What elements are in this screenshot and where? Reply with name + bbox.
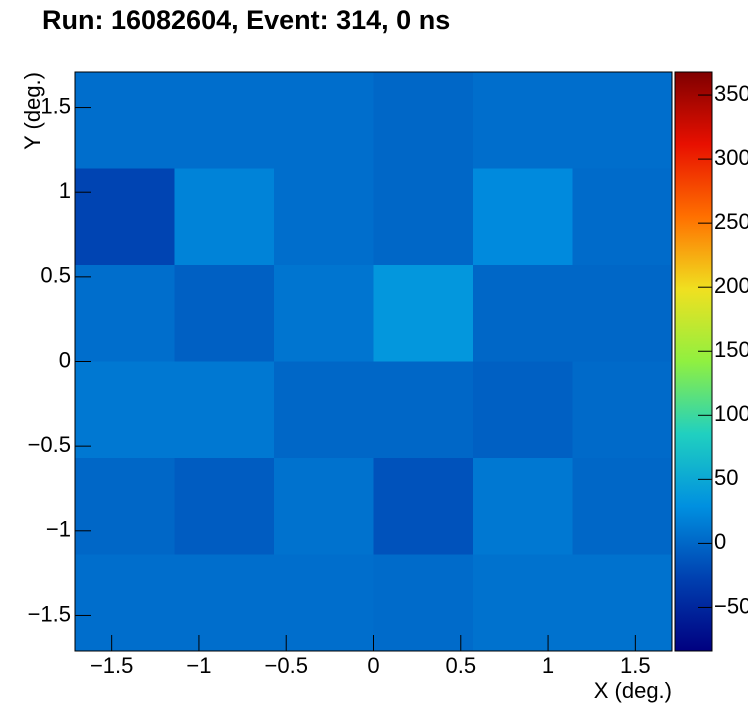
chart-title: Run: 16082604, Event: 314, 0 ns (42, 5, 450, 35)
x-tick-label: −0.5 (265, 653, 308, 678)
z-tick-label: 200 (714, 273, 748, 298)
heatmap-cell (75, 361, 175, 458)
y-tick-label: −1 (46, 517, 71, 542)
heatmap-cell (572, 265, 672, 362)
heatmap-cell (572, 361, 672, 458)
x-tick-label: 0.5 (445, 653, 476, 678)
x-tick-label: −1.5 (90, 653, 133, 678)
y-tick-label: 0.5 (40, 263, 71, 288)
heatmap-cell (75, 168, 175, 265)
heatmap-cell (274, 168, 374, 265)
heatmap-cell (473, 72, 573, 169)
heatmap-cell (473, 361, 573, 458)
z-tick-label: 50 (714, 465, 738, 490)
heatmap-cell (373, 361, 473, 458)
y-tick-label: 1.5 (40, 93, 71, 118)
heatmap-cell (373, 72, 473, 169)
heatmap-cell (174, 361, 274, 458)
heatmap-cell (75, 554, 175, 651)
heatmap-cell (274, 458, 374, 555)
heatmap-cell (174, 265, 274, 362)
z-tick-label: 100 (714, 401, 748, 426)
x-tick-label: 1.5 (620, 653, 651, 678)
x-tick-label: 0 (367, 653, 379, 678)
y-tick-label: 1 (59, 178, 71, 203)
z-tick-label: 300 (714, 145, 748, 170)
heatmap-cell (373, 554, 473, 651)
y-tick-label: 0 (59, 347, 71, 372)
heatmap-cell (473, 168, 573, 265)
heatmap-cell (373, 265, 473, 362)
heatmap-cell (75, 458, 175, 555)
heatmap-cell (572, 554, 672, 651)
heatmap-cell (174, 458, 274, 555)
heatmap-cell (373, 168, 473, 265)
heatmap-cell (572, 168, 672, 265)
heatmap-cell (75, 265, 175, 362)
heatmap-cell (274, 265, 374, 362)
heatmap-cell (572, 458, 672, 555)
y-axis-title: Y (deg.) (20, 72, 45, 150)
heatmap-cell (274, 72, 374, 169)
y-tick-label: −0.5 (28, 432, 71, 457)
heatmap-cell (174, 554, 274, 651)
x-tick-label: 1 (542, 653, 554, 678)
heatmap-cell (473, 458, 573, 555)
z-tick-label: −50 (714, 593, 748, 618)
heatmap-cell (274, 554, 374, 651)
heatmap-cell (174, 168, 274, 265)
x-axis-title: X (deg.) (594, 678, 672, 703)
heatmap-cell (373, 458, 473, 555)
x-tick-label: −1 (186, 653, 211, 678)
z-tick-label: 250 (714, 209, 748, 234)
heatmap-cell (274, 361, 374, 458)
heatmap-cell (75, 72, 175, 169)
heatmap-cell (572, 72, 672, 169)
z-tick-label: 350 (714, 81, 748, 106)
heatmap-cell (174, 72, 274, 169)
color-bar (674, 71, 713, 652)
z-tick-label: 0 (714, 529, 726, 554)
z-tick-label: 150 (714, 337, 748, 362)
heatmap-cell (473, 554, 573, 651)
heatmap-cell (473, 265, 573, 362)
y-tick-label: −1.5 (28, 601, 71, 626)
